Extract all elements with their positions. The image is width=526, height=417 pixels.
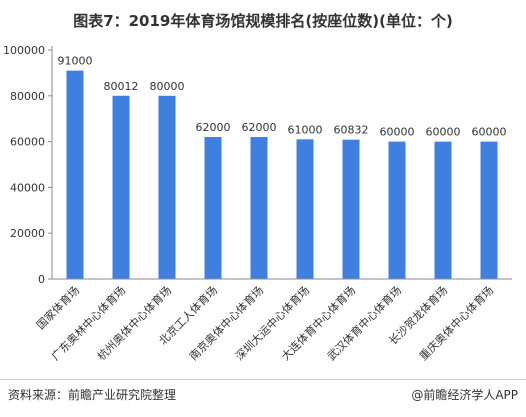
bar bbox=[296, 139, 314, 279]
bar bbox=[204, 137, 222, 279]
bar bbox=[112, 95, 130, 279]
x-category-label: 广东奥林中心体育场 bbox=[48, 283, 128, 363]
footer-divider bbox=[0, 379, 526, 380]
x-category-label: 国家体育场 bbox=[33, 283, 82, 332]
y-tick-label: 0 bbox=[38, 273, 45, 286]
bars bbox=[66, 70, 498, 279]
bar bbox=[342, 139, 360, 279]
bar-value-label: 60000 bbox=[380, 126, 415, 139]
bar bbox=[388, 141, 406, 279]
bar-value-label: 60832 bbox=[334, 124, 369, 137]
bar-value-label: 62000 bbox=[196, 121, 231, 134]
y-tick-label: 60000 bbox=[10, 136, 45, 149]
bar-value-label: 80000 bbox=[150, 80, 185, 93]
x-category-label: 重庆奥体中心体育场 bbox=[416, 283, 496, 363]
x-axis-labels: 国家体育场广东奥林中心体育场杭州奥体中心体育场北京工人体育场南京奥体中心体育场深… bbox=[33, 283, 496, 363]
y-tick-label: 20000 bbox=[10, 227, 45, 240]
bar-value-label: 91000 bbox=[58, 55, 93, 68]
bar bbox=[480, 141, 498, 279]
y-tick-label: 80000 bbox=[10, 90, 45, 103]
x-category-label: 大连体育中心体育场 bbox=[278, 283, 358, 363]
value-labels: 91000 80012 80000 62000 62000 61000 60832 60000… bbox=[58, 55, 507, 139]
x-category-label: 深圳大运中心体育场 bbox=[232, 283, 312, 363]
x-category-label: 杭州奥体中心体育场 bbox=[94, 283, 174, 363]
y-axis: 0 20000 40000 60000 80000 100000 bbox=[3, 44, 53, 286]
bar bbox=[434, 141, 452, 279]
x-category-label: 南京奥体中心体育场 bbox=[186, 283, 266, 363]
chart-title: 图表7：2019年体育场馆规模排名(按座位数)(单位：个) bbox=[73, 12, 453, 30]
y-tick-label: 100000 bbox=[3, 44, 45, 57]
x-category-label: 武汉体育中心体育场 bbox=[324, 283, 404, 363]
footer-brand: @前瞻经济学人APP bbox=[411, 388, 518, 402]
bar-value-label: 61000 bbox=[288, 123, 323, 136]
bar-value-label: 80012 bbox=[104, 80, 139, 93]
bar-value-label: 60000 bbox=[426, 126, 461, 139]
bar bbox=[250, 137, 268, 279]
bar-value-label: 60000 bbox=[472, 126, 507, 139]
footer-source: 资料来源：前瞻产业研究院整理 bbox=[8, 388, 177, 402]
bar bbox=[66, 70, 84, 279]
bar bbox=[158, 95, 176, 279]
bar-value-label: 62000 bbox=[242, 121, 277, 134]
y-tick-label: 40000 bbox=[10, 181, 45, 194]
